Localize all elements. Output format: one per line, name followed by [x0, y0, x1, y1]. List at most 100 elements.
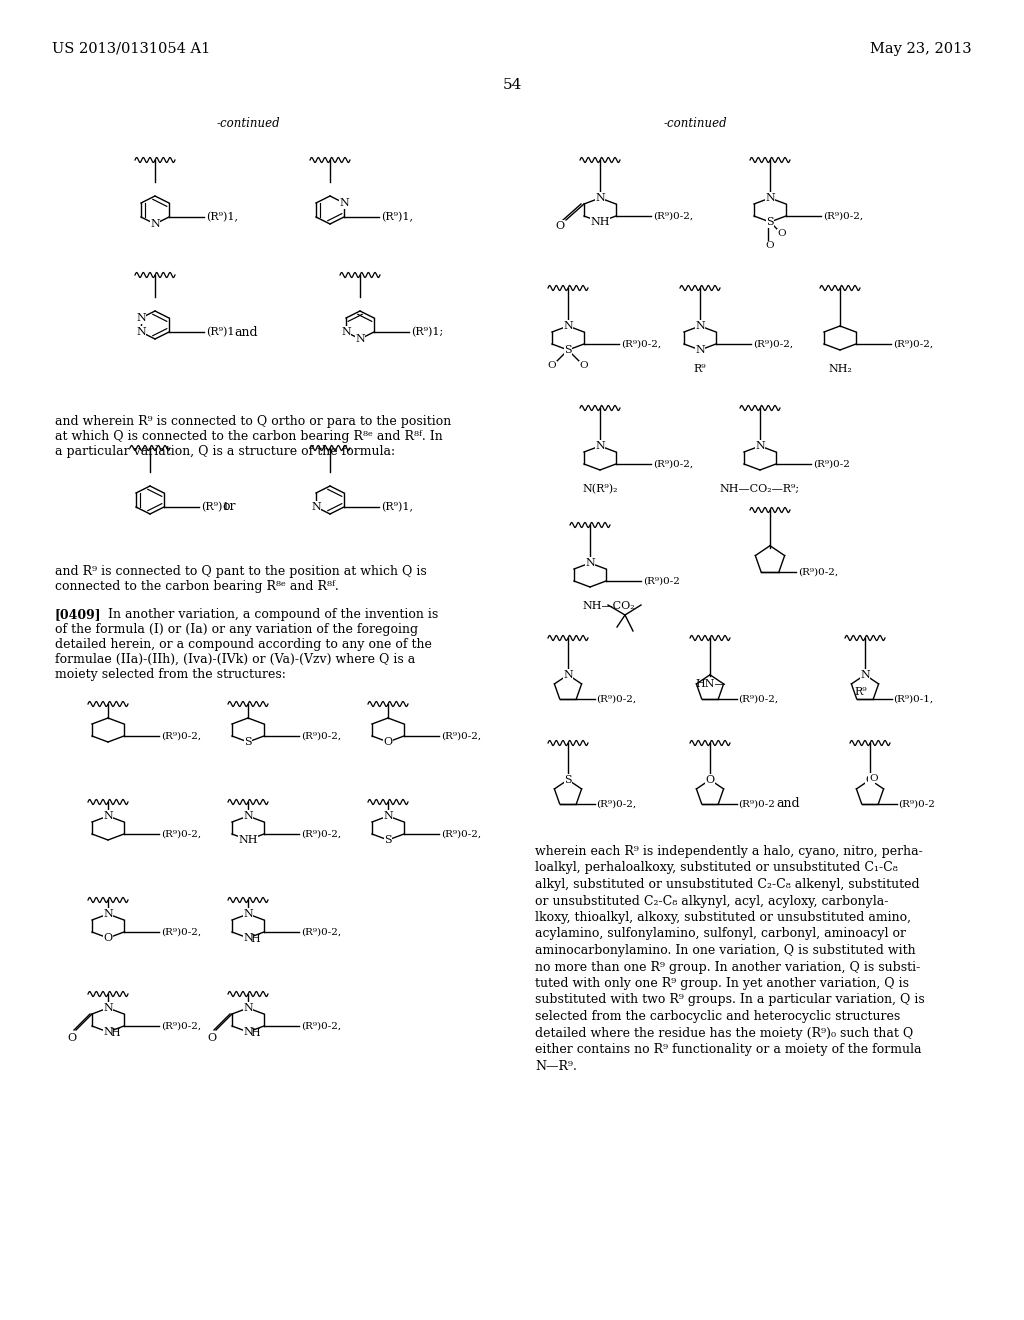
Text: O: O — [103, 933, 113, 942]
Text: (R⁹)0-2,: (R⁹)0-2, — [161, 731, 201, 741]
Text: (R⁹)0-2,: (R⁹)0-2, — [161, 928, 201, 936]
Text: O: O — [766, 242, 774, 251]
Text: (R⁹)0-2,: (R⁹)0-2, — [738, 694, 778, 704]
Text: N: N — [103, 909, 113, 919]
Text: or: or — [222, 500, 236, 513]
Text: N: N — [341, 327, 351, 337]
Text: -continued: -continued — [664, 117, 727, 129]
Text: N: N — [585, 558, 595, 568]
Text: O: O — [580, 362, 589, 371]
Text: formulae (IIa)-(IIh), (Iva)-(IVk) or (Va)-(Vzv) where Q is a: formulae (IIa)-(IIh), (Iva)-(IVk) or (Va… — [55, 653, 416, 667]
Text: (R⁹)0-2,: (R⁹)0-2, — [301, 829, 341, 838]
Text: (R⁹)0-2,: (R⁹)0-2, — [621, 339, 662, 348]
Text: N: N — [339, 198, 349, 209]
Text: (R⁹)0-2,: (R⁹)0-2, — [441, 829, 481, 838]
Text: In another variation, a compound of the invention is: In another variation, a compound of the … — [108, 609, 438, 620]
Text: detailed herein, or a compound according to any one of the: detailed herein, or a compound according… — [55, 638, 432, 651]
Text: and: and — [234, 326, 258, 338]
Text: H: H — [250, 935, 260, 944]
Text: (R⁹)1,: (R⁹)1, — [381, 211, 413, 222]
Text: [0409]: [0409] — [55, 609, 101, 620]
Text: S: S — [564, 775, 571, 785]
Text: (R⁹)1;: (R⁹)1; — [411, 327, 443, 337]
Text: (R⁹)0-2,: (R⁹)0-2, — [798, 568, 838, 576]
Text: N: N — [383, 810, 393, 821]
Text: S: S — [766, 216, 774, 227]
Text: N: N — [695, 321, 705, 331]
Text: detailed where the residue has the moiety (R⁹)₀ such that Q: detailed where the residue has the moiet… — [535, 1027, 913, 1040]
Text: N: N — [136, 327, 145, 337]
Text: of the formula (I) or (Ia) or any variation of the foregoing: of the formula (I) or (Ia) or any variat… — [55, 623, 418, 636]
Text: N: N — [243, 1003, 253, 1012]
Text: O: O — [555, 220, 564, 231]
Text: (R⁹)0-2: (R⁹)0-2 — [813, 459, 850, 469]
Text: (R⁹)0-2,: (R⁹)0-2, — [301, 731, 341, 741]
Text: (R⁹)0-2: (R⁹)0-2 — [738, 799, 775, 808]
Text: O: O — [706, 775, 715, 785]
Text: N: N — [136, 313, 145, 323]
Text: lkoxy, thioalkyl, alkoxy, substituted or unsubstituted amino,: lkoxy, thioalkyl, alkoxy, substituted or… — [535, 911, 911, 924]
Text: N: N — [103, 1027, 113, 1038]
Text: (R⁹)0-2,: (R⁹)0-2, — [301, 928, 341, 936]
Text: (R⁹)1: (R⁹)1 — [201, 502, 229, 512]
Text: N: N — [595, 193, 605, 203]
Text: or unsubstituted C₂-C₈ alkynyl, acyl, acyloxy, carbonyla-: or unsubstituted C₂-C₈ alkynyl, acyl, ac… — [535, 895, 889, 908]
Text: (R⁹)0-2: (R⁹)0-2 — [899, 799, 936, 808]
Text: alkyl, substituted or unsubstituted C₂-C₈ alkenyl, substituted: alkyl, substituted or unsubstituted C₂-C… — [535, 878, 920, 891]
Text: NH₂: NH₂ — [828, 364, 852, 374]
Text: N: N — [755, 441, 765, 451]
Text: and: and — [776, 797, 800, 810]
Text: either contains no R⁹ functionality or a moiety of the formula: either contains no R⁹ functionality or a… — [535, 1043, 922, 1056]
Text: US 2013/0131054 A1: US 2013/0131054 A1 — [52, 42, 210, 55]
Text: May 23, 2013: May 23, 2013 — [870, 42, 972, 55]
Text: N: N — [563, 321, 572, 331]
Text: O: O — [869, 774, 878, 783]
Text: and R⁹ is connected to Q pant to the position at which Q is: and R⁹ is connected to Q pant to the pos… — [55, 565, 427, 578]
Text: N: N — [243, 933, 253, 942]
Text: (R⁹)0-2,: (R⁹)0-2, — [597, 799, 637, 808]
Text: (R⁹)0-2,: (R⁹)0-2, — [161, 829, 201, 838]
Text: N: N — [243, 810, 253, 821]
Text: (R⁹)0-2,: (R⁹)0-2, — [441, 731, 481, 741]
Text: at which Q is connected to the carbon bearing R⁸ᵉ and R⁸ᶠ. In: at which Q is connected to the carbon be… — [55, 430, 442, 444]
Text: N: N — [151, 219, 160, 228]
Text: (R⁹)0-2,: (R⁹)0-2, — [653, 459, 693, 469]
Text: (R⁹)0-2,: (R⁹)0-2, — [823, 211, 863, 220]
Text: (R⁹)1,: (R⁹)1, — [381, 502, 413, 512]
Text: HN—: HN— — [695, 678, 726, 689]
Text: NH: NH — [590, 216, 609, 227]
Text: N: N — [595, 441, 605, 451]
Text: N(R⁹)₂: N(R⁹)₂ — [583, 484, 617, 494]
Text: N: N — [355, 334, 365, 345]
Text: (R⁹)0-2,: (R⁹)0-2, — [161, 1022, 201, 1031]
Text: R⁹: R⁹ — [854, 686, 867, 697]
Text: no more than one R⁹ group. In another variation, Q is substi-: no more than one R⁹ group. In another va… — [535, 961, 921, 974]
Text: selected from the carbocyclic and heterocyclic structures: selected from the carbocyclic and hetero… — [535, 1010, 900, 1023]
Text: N: N — [765, 193, 775, 203]
Text: O: O — [548, 362, 556, 371]
Text: acylamino, sulfonylamino, sulfonyl, carbonyl, aminoacyl or: acylamino, sulfonylamino, sulfonyl, carb… — [535, 928, 906, 940]
Text: (R⁹)0-2,: (R⁹)0-2, — [301, 1022, 341, 1031]
Text: R⁹: R⁹ — [693, 364, 707, 374]
Text: connected to the carbon bearing R⁸ᵉ and R⁸ᶠ.: connected to the carbon bearing R⁸ᵉ and … — [55, 579, 339, 593]
Text: S: S — [244, 737, 252, 747]
Text: (R⁹)0-2,: (R⁹)0-2, — [653, 211, 693, 220]
Text: O: O — [68, 1034, 77, 1043]
Text: S: S — [564, 345, 571, 355]
Text: N: N — [103, 810, 113, 821]
Text: loalkyl, perhaloalkoxy, substituted or unsubstituted C₁-C₈: loalkyl, perhaloalkoxy, substituted or u… — [535, 862, 898, 874]
Text: N: N — [695, 345, 705, 355]
Text: and wherein R⁹ is connected to Q ortho or para to the position: and wherein R⁹ is connected to Q ortho o… — [55, 414, 452, 428]
Text: tuted with only one R⁹ group. In yet another variation, Q is: tuted with only one R⁹ group. In yet ano… — [535, 977, 909, 990]
Text: N: N — [243, 1027, 253, 1038]
Text: (R⁹)0-2,: (R⁹)0-2, — [753, 339, 794, 348]
Text: (R⁹)0-2,: (R⁹)0-2, — [597, 694, 637, 704]
Text: (R⁹)1,: (R⁹)1, — [206, 211, 238, 222]
Text: N: N — [563, 669, 572, 680]
Text: O: O — [208, 1034, 216, 1043]
Text: NH: NH — [239, 836, 258, 845]
Text: (R⁹)0-2: (R⁹)0-2 — [643, 577, 680, 586]
Text: NH—CO₂—R⁹;: NH—CO₂—R⁹; — [720, 484, 800, 494]
Text: moiety selected from the structures:: moiety selected from the structures: — [55, 668, 286, 681]
Text: S: S — [384, 836, 392, 845]
